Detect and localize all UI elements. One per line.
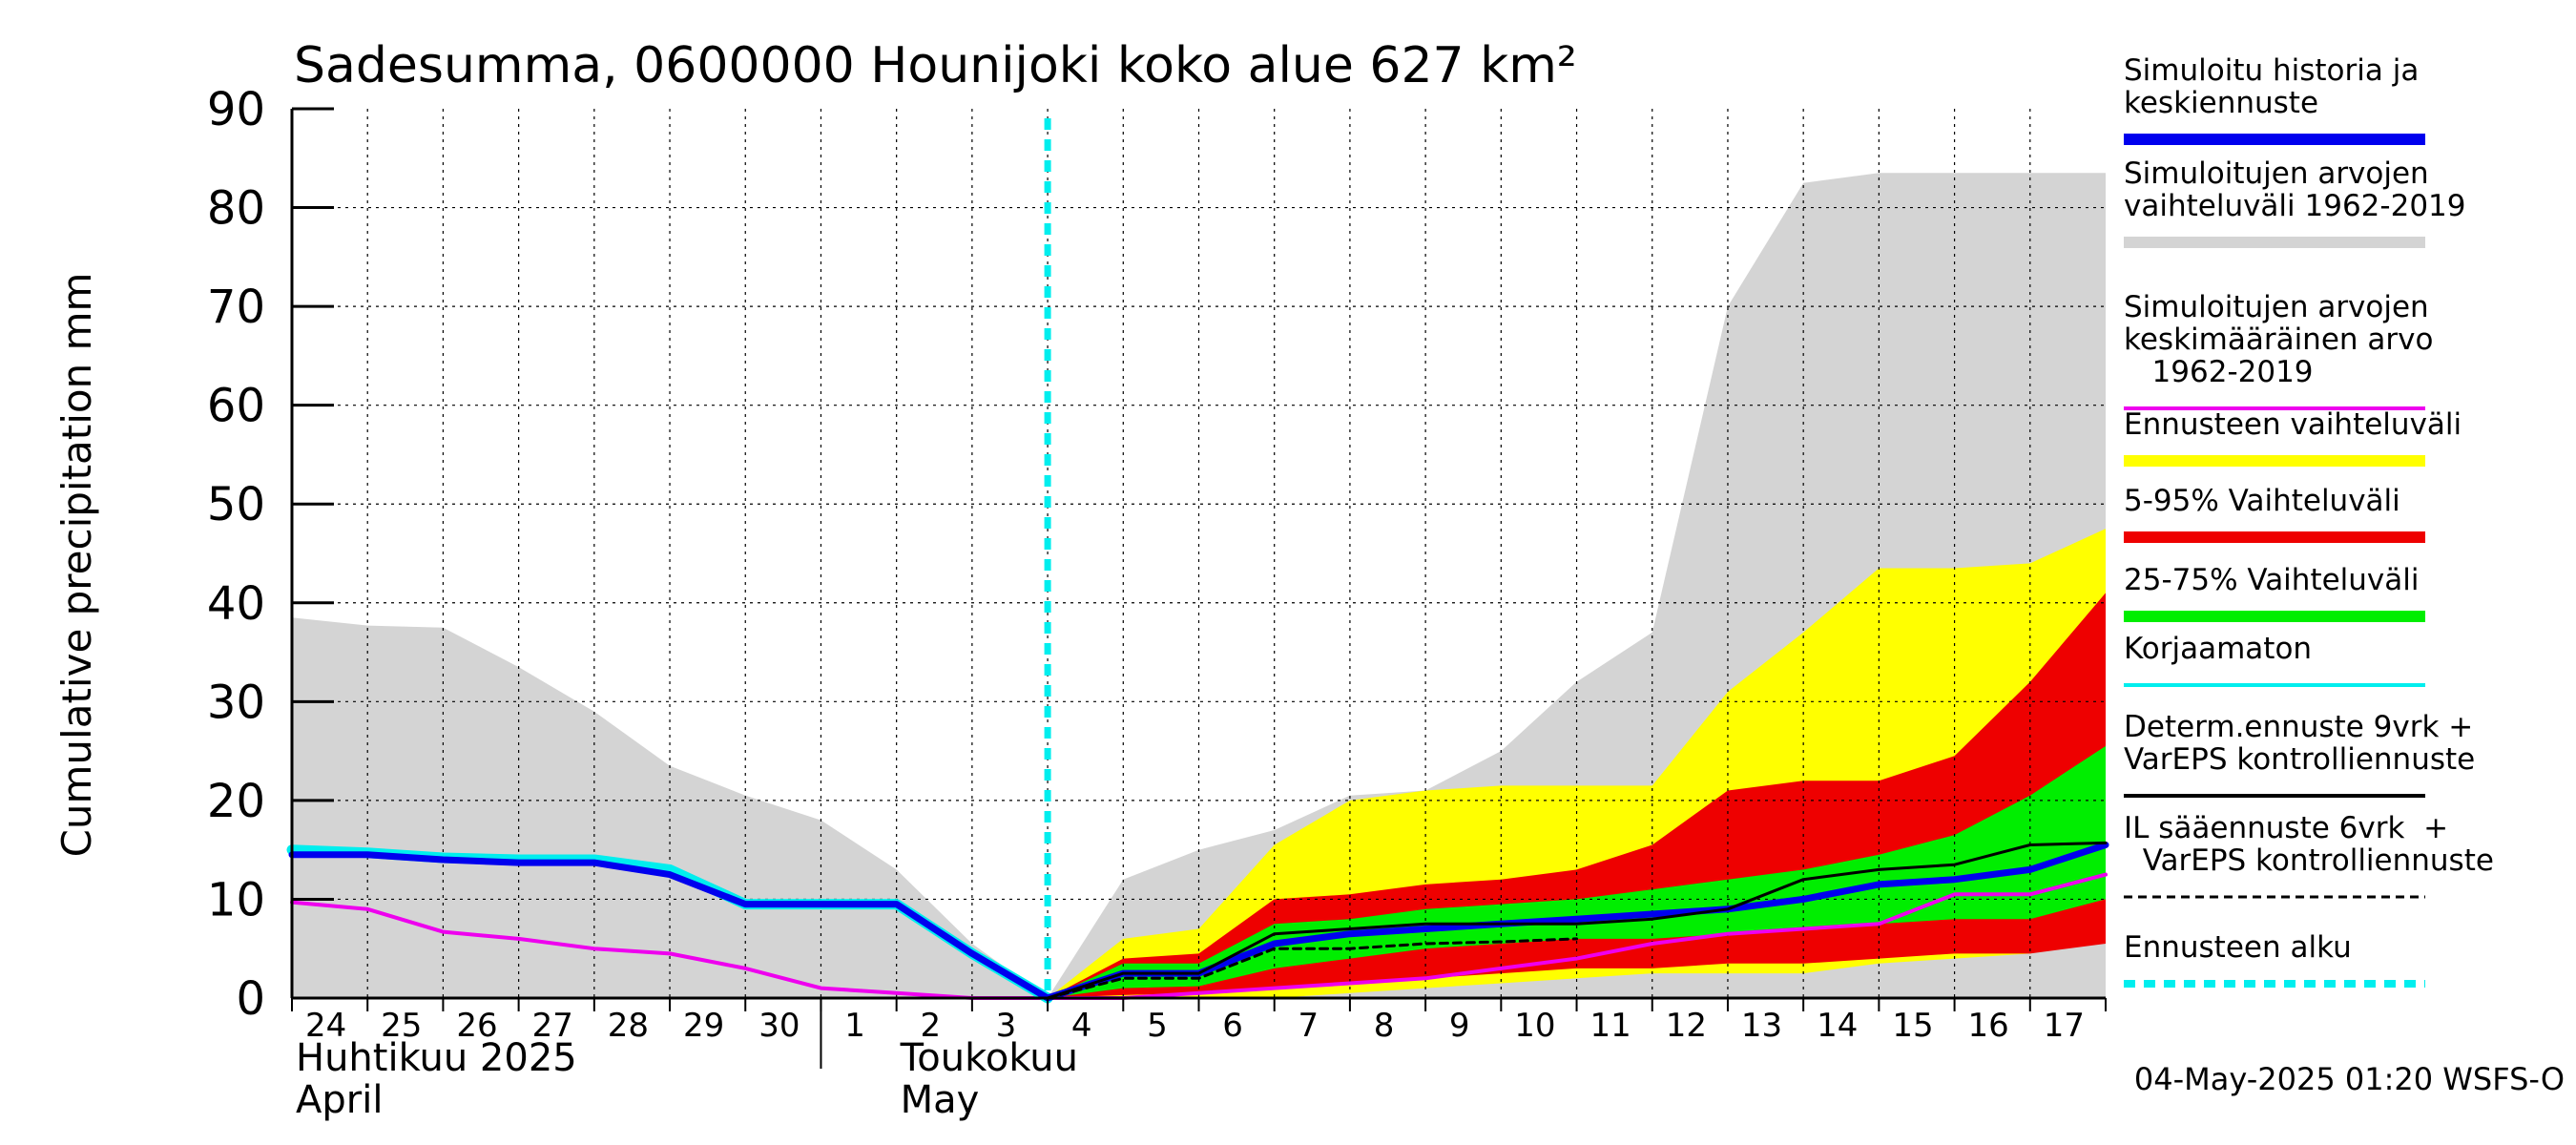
y-tick-label: 90	[207, 83, 265, 136]
x-tick-label: 5	[1147, 1007, 1168, 1045]
x-tick-label: 27	[532, 1007, 573, 1045]
legend-label: Simuloitujen arvojen	[2124, 290, 2429, 324]
legend-label: 25-75% Vaihteluväli	[2124, 563, 2420, 597]
legend-label: Simuloitujen arvojen	[2124, 156, 2429, 191]
x-tick-label: 10	[1514, 1007, 1555, 1045]
month-label-en: April	[296, 1078, 383, 1122]
x-tick-label: 6	[1222, 1007, 1243, 1045]
month-label-en: May	[901, 1078, 980, 1122]
x-tick-label: 17	[2044, 1007, 2085, 1045]
x-tick-label: 9	[1449, 1007, 1470, 1045]
x-tick-label: 1	[844, 1007, 865, 1045]
legend-label: Korjaamaton	[2124, 632, 2312, 666]
x-tick-label: 13	[1741, 1007, 1782, 1045]
x-tick-label: 26	[456, 1007, 497, 1045]
y-tick-label: 30	[207, 676, 265, 729]
grid-layer	[292, 109, 2106, 998]
y-tick-label: 10	[207, 873, 265, 926]
il-forecast-series-line	[1046, 937, 1578, 1000]
y-tick-label: 70	[207, 281, 265, 334]
deterministic-series-line	[1046, 841, 2108, 1000]
month-label: Huhtikuu 2025	[296, 1036, 577, 1080]
p25-75-band	[1048, 745, 2106, 998]
lines-layer	[286, 118, 2109, 1004]
x-tick-label: 4	[1071, 1007, 1092, 1045]
footer-timestamp: 04-May-2025 01:20 WSFS-O	[2134, 1061, 2565, 1097]
x-tick-label: 2	[920, 1007, 941, 1045]
legend-label: Ennusteen alku	[2124, 930, 2352, 965]
bands-layer	[292, 173, 2106, 999]
x-tick-label: 29	[683, 1007, 724, 1045]
x-tick-label: 16	[1968, 1007, 2009, 1045]
y-tick-label: 80	[207, 182, 265, 236]
legend-label: 5-95% Vaihteluväli	[2124, 484, 2400, 518]
x-tick-label: 15	[1892, 1007, 1933, 1045]
mean-series-line	[290, 872, 2108, 1000]
legend-label: keskimääräinen arvo	[2124, 323, 2433, 357]
legend-label: IL sääennuste 6vrk +	[2124, 811, 2448, 845]
y-tick-label: 20	[207, 775, 265, 828]
legend-label: VarEPS kontrolliennuste	[2124, 742, 2475, 777]
x-tick-label: 14	[1817, 1007, 1858, 1045]
month-label: Toukokuu	[900, 1036, 1078, 1080]
legend-label: Determ.ennuste 9vrk +	[2124, 710, 2473, 744]
y-tick-label: 40	[207, 577, 265, 631]
x-tick-label: 11	[1590, 1007, 1631, 1045]
legend-label: keskiennuste	[2124, 86, 2318, 120]
x-tick-label: 28	[608, 1007, 649, 1045]
y-tick-label: 0	[236, 972, 265, 1026]
x-tick-label: 24	[305, 1007, 346, 1045]
y-axis-label: Cumulative precipitation mm	[53, 273, 100, 858]
y-tick-label: 60	[207, 380, 265, 433]
x-tick-label: 7	[1298, 1007, 1319, 1045]
legend-label: Ennusteen vaihteluväli	[2124, 407, 2462, 442]
legend-label: vaihteluväli 1962-2019	[2124, 189, 2465, 223]
legend-label: 1962-2019	[2124, 355, 2314, 389]
x-tick-label: 30	[758, 1007, 800, 1045]
x-tick-label: 12	[1666, 1007, 1707, 1045]
y-tick-label: 50	[207, 478, 265, 531]
legend-label: VarEPS kontrolliennuste	[2124, 843, 2494, 878]
legend-label: Simuloitu historia ja	[2124, 53, 2419, 88]
chart-title: Sadesumma, 0600000 Hounijoki koko alue 6…	[294, 37, 1577, 94]
x-tick-label: 25	[381, 1007, 422, 1045]
x-tick-label: 3	[996, 1007, 1017, 1045]
x-tick-label: 8	[1374, 1007, 1395, 1045]
